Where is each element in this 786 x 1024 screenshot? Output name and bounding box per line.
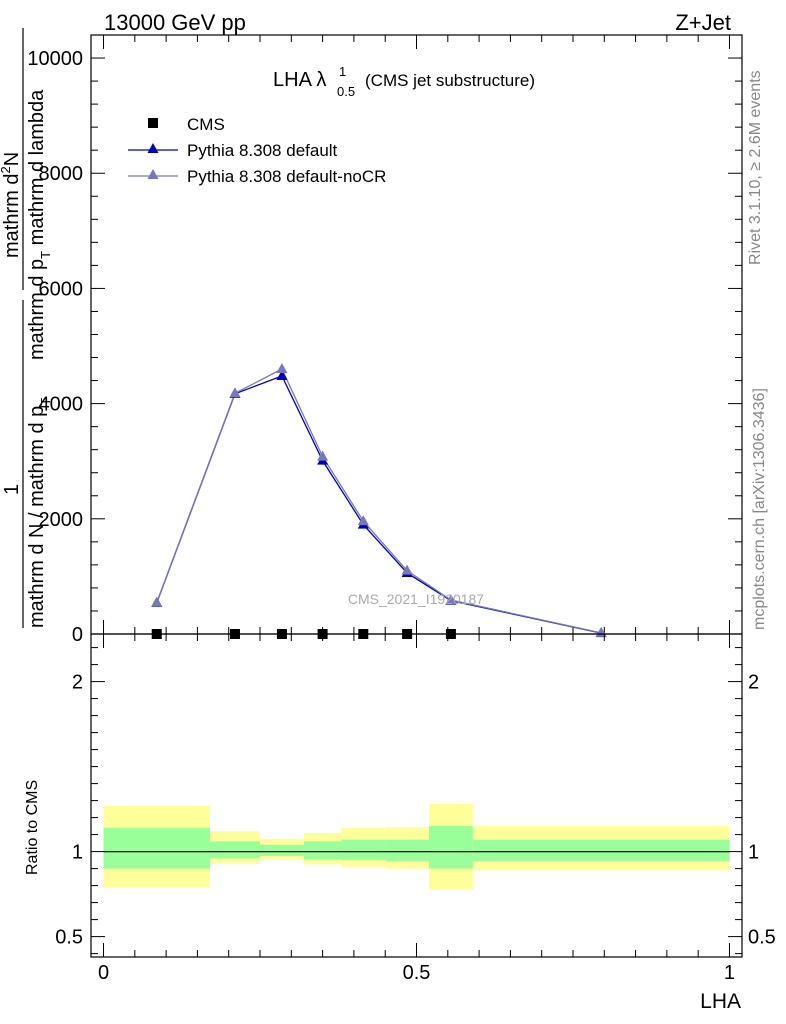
y-tick-label: 8000 <box>39 163 84 185</box>
ylabel-bottom: mathrm d pT mathrm d lambda <box>26 89 53 360</box>
ratio-y-tick-label-right: 0.5 <box>748 927 776 949</box>
legend-cms-marker <box>148 118 158 128</box>
point-pythia-nocr <box>229 387 241 398</box>
band-inner <box>472 839 730 861</box>
title-suffix: (CMS jet substructure) <box>365 71 535 90</box>
legend-nocr-label: Pythia 8.308 default-noCR <box>187 167 386 186</box>
y-axis-label: mathrm d2N mathrm d pT mathrm d lambda 1… <box>0 28 53 628</box>
ratio-y-tick-label-left: 1 <box>72 842 83 864</box>
series-line-pythia-default <box>156 375 602 634</box>
y-tick-label: 6000 <box>39 278 84 300</box>
legend: CMS Pythia 8.308 default Pythia 8.308 de… <box>128 115 386 186</box>
point-pythia-nocr <box>276 363 288 374</box>
main-plot: 0 2000 4000 6000 8000 10000 <box>27 34 743 646</box>
ratio-y-tick-label-right: 1 <box>748 842 759 864</box>
x-tick-label: 1 <box>724 962 735 984</box>
y-tick-label: 4000 <box>39 394 84 416</box>
ratio-frame <box>90 633 743 958</box>
point-pythia-nocr <box>151 596 163 607</box>
title-sup: 1 <box>339 64 346 79</box>
band-inner <box>385 839 430 861</box>
title-main: LHA λ <box>273 69 326 91</box>
header-right: Z+Jet <box>675 10 731 35</box>
legend-nocr-marker <box>147 169 159 179</box>
ratio-y-tick-label-left: 0.5 <box>55 927 83 949</box>
legend-default-label: Pythia 8.308 default <box>187 141 338 160</box>
x-tick-label: 0 <box>98 962 109 984</box>
x-axis-label: LHA <box>700 990 741 1013</box>
ratio-y-tick-label-left: 2 <box>72 672 83 694</box>
ratio-y-label: Ratio to CMS <box>24 780 41 875</box>
series-line-pythia-nocr <box>156 368 602 634</box>
y-tick-label: 0 <box>72 624 83 646</box>
ylabel-frac-top: 1 <box>1 484 23 495</box>
band-inner <box>260 844 304 856</box>
ylabel-frac-bottom: mathrm d N / mathrm d pT <box>26 398 53 628</box>
point-pythia-nocr <box>445 594 457 605</box>
ylabel-top: mathrm d2N <box>0 152 23 258</box>
svg-text:LHA λ: LHA λ <box>273 69 326 91</box>
point-pythia-default <box>276 369 288 380</box>
band-inner <box>209 841 261 859</box>
watermark: CMS_2021_I1920187 <box>348 591 484 607</box>
y-tick-label: 2000 <box>39 509 84 531</box>
ratio-y-tick-label-right: 2 <box>748 672 759 694</box>
band-inner <box>303 841 342 860</box>
rivet-label: Rivet 3.1.10, ≥ 2.6M events <box>747 70 764 265</box>
legend-cms-label: CMS <box>187 115 225 134</box>
header-left: 13000 GeV pp <box>104 10 246 35</box>
mcplots-label: mcplots.cern.ch [arXiv:1306.3436] <box>751 388 768 630</box>
point-pythia-nocr <box>317 450 329 461</box>
point-pythia-nocr <box>401 564 413 575</box>
x-tick-label: 0.5 <box>403 962 431 984</box>
title-sub: 0.5 <box>337 84 355 99</box>
plot-title: LHA λ 1 0.5 (CMS jet substructure) <box>273 64 535 99</box>
band-inner <box>341 839 386 861</box>
point-pythia-nocr <box>357 515 369 526</box>
y-tick-label: 10000 <box>27 48 83 70</box>
band-inner <box>429 826 473 869</box>
ratio-plot: 0.5 0.5 1 1 2 2 0 0.5 1 <box>55 633 776 984</box>
legend-default-marker <box>147 143 159 153</box>
band-inner <box>103 827 210 869</box>
